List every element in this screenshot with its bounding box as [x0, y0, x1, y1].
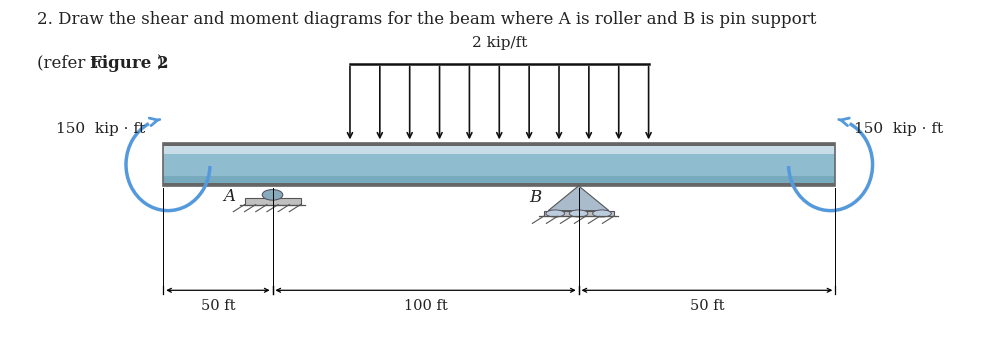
Bar	[245, 198, 300, 205]
Bar	[544, 211, 614, 216]
Text: (refer to: (refer to	[37, 55, 113, 72]
Text: A: A	[223, 188, 235, 205]
Polygon shape	[548, 186, 609, 211]
Text: 2. Draw the shear and moment diagrams for the beam where A is roller and B is pi: 2. Draw the shear and moment diagrams fo…	[37, 11, 817, 28]
Text: Figure 2: Figure 2	[89, 55, 168, 72]
Bar	[163, 183, 836, 186]
Circle shape	[592, 210, 611, 217]
Text: 150  kip · ft: 150 kip · ft	[56, 122, 144, 136]
Text: 150  kip · ft: 150 kip · ft	[854, 122, 943, 136]
Bar	[163, 146, 836, 154]
Text: 50 ft: 50 ft	[689, 299, 724, 313]
Bar	[163, 143, 836, 186]
Text: B: B	[529, 189, 541, 206]
Circle shape	[546, 210, 565, 217]
Text: ).: ).	[157, 55, 169, 72]
Bar	[163, 143, 836, 146]
Bar	[163, 176, 836, 183]
Ellipse shape	[262, 189, 283, 200]
Bar	[163, 154, 836, 176]
Text: 100 ft: 100 ft	[404, 299, 448, 313]
Circle shape	[570, 210, 588, 217]
Text: 2 kip/ft: 2 kip/ft	[471, 35, 527, 50]
Text: 50 ft: 50 ft	[200, 299, 235, 313]
